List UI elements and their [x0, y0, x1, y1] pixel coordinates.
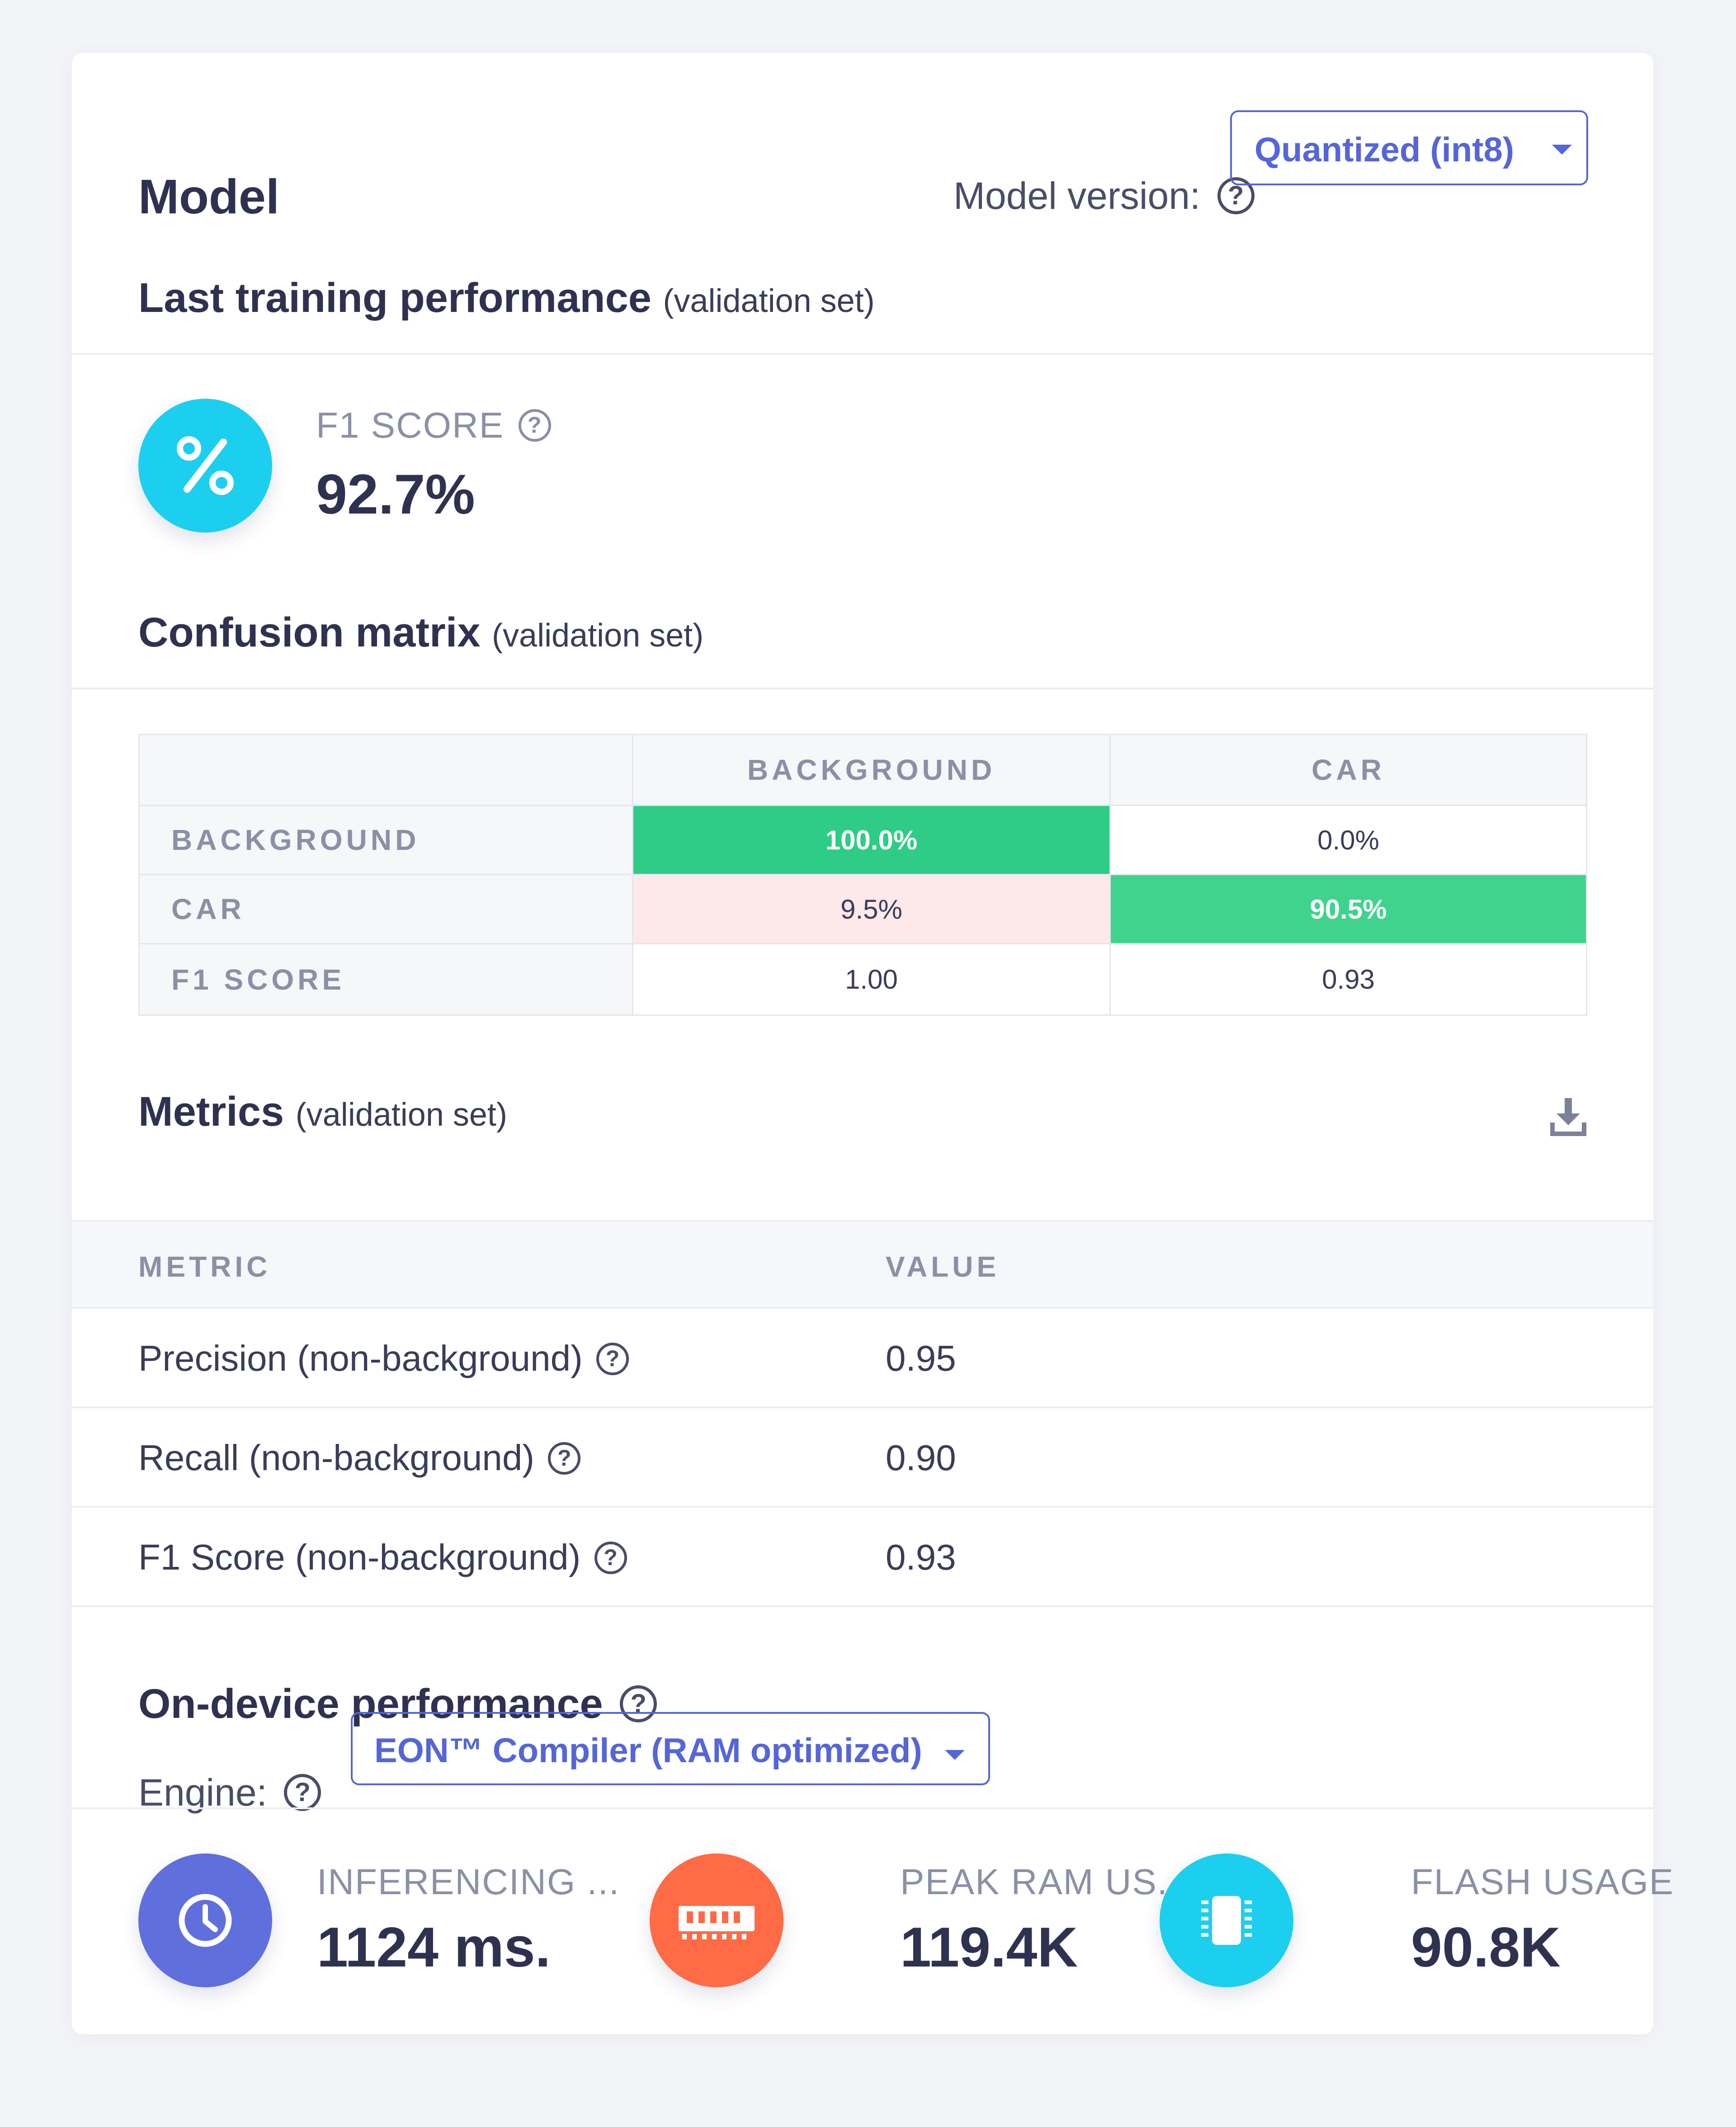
model-version-label-text: Model version: — [953, 174, 1201, 217]
engine-value: EON™ Compiler (RAM optimized) — [374, 1731, 922, 1770]
confusion-title: Confusion matrix — [138, 609, 481, 656]
peak-ram-label: PEAK RAM US... — [900, 1862, 1190, 1902]
metric-name-text: F1 Score (non-background) — [138, 1537, 581, 1577]
model-version-value: Quantized (int8) — [1255, 131, 1514, 169]
metrics-table-header: METRIC VALUE — [72, 1220, 1653, 1309]
flash-usage-value: 90.8K — [1411, 1916, 1561, 1979]
help-icon[interactable]: ? — [594, 1541, 627, 1574]
confusion-cell: 9.5% — [632, 875, 1109, 943]
divider — [72, 353, 1653, 355]
confusion-col-header: BACKGROUND — [632, 735, 1109, 805]
metric-name-text: Precision (non-background) — [138, 1338, 583, 1378]
confusion-row: BACKGROUND 100.0% 0.0% — [140, 805, 1586, 874]
model-card: Model Model version: ? Quantized (int8) … — [72, 53, 1673, 2034]
confusion-cell: 90.5% — [1109, 875, 1586, 943]
metrics-row: Precision (non-background) ? 0.95 — [72, 1309, 1653, 1408]
training-subtitle: (validation set) — [663, 283, 875, 319]
metric-name: Recall (non-background) ? — [138, 1437, 581, 1479]
chevron-down-icon — [1552, 145, 1572, 155]
confusion-cell: 1.00 — [632, 944, 1109, 1014]
f1-label-text: F1 SCORE — [316, 405, 505, 445]
metric-value: 0.90 — [886, 1438, 956, 1478]
download-icon[interactable] — [1547, 1095, 1590, 1139]
model-version-label: Model version: ? — [953, 174, 1255, 218]
confusion-row-label: BACKGROUND — [140, 806, 632, 874]
confusion-subtitle: (validation set) — [492, 618, 704, 654]
clock-icon — [138, 1853, 272, 1987]
metrics-section-title: Metrics (validation set) — [138, 1088, 507, 1136]
metrics-row: Recall (non-background) ? 0.90 — [72, 1408, 1653, 1508]
metrics-col-value: VALUE — [886, 1250, 1000, 1283]
confusion-row: CAR 9.5% 90.5% — [140, 874, 1586, 943]
inferencing-time-value: 1124 ms. — [317, 1916, 551, 1979]
confusion-section-title: Confusion matrix (validation set) — [138, 609, 703, 656]
confusion-row-label: F1 SCORE — [140, 944, 632, 1014]
ram-icon — [650, 1853, 783, 1987]
ondevice-title: On-device performance — [138, 1681, 603, 1727]
page-title: Model — [138, 169, 279, 224]
help-icon[interactable]: ? — [519, 409, 552, 442]
metrics-title: Metrics — [138, 1089, 284, 1135]
metric-name-text: Recall (non-background) — [138, 1438, 535, 1478]
confusion-matrix: BACKGROUND CAR BACKGROUND 100.0% 0.0% CA… — [138, 734, 1587, 1016]
metric-value: 0.95 — [886, 1338, 956, 1378]
chevron-down-icon — [945, 1750, 965, 1760]
engine-label: Engine: ? — [138, 1771, 321, 1815]
engine-select[interactable]: EON™ Compiler (RAM optimized) — [351, 1712, 990, 1785]
confusion-cell: 0.0% — [1109, 806, 1586, 874]
help-icon[interactable]: ? — [596, 1342, 629, 1375]
confusion-header-row: BACKGROUND CAR — [140, 735, 1586, 805]
confusion-cell: 100.0% — [632, 806, 1109, 874]
model-version-select[interactable]: Quantized (int8) — [1230, 110, 1588, 185]
divider — [72, 688, 1653, 689]
engine-label-text: Engine: — [138, 1771, 267, 1814]
confusion-row-label: CAR — [140, 875, 632, 943]
metrics-col-metric: METRIC — [138, 1250, 271, 1283]
confusion-col-header: CAR — [1109, 735, 1586, 805]
metric-value: 0.93 — [886, 1537, 956, 1577]
inferencing-time-label: INFERENCING ... — [317, 1862, 620, 1902]
metric-name: Precision (non-background) ? — [138, 1338, 629, 1379]
metrics-row: F1 Score (non-background) ? 0.93 — [72, 1508, 1653, 1607]
training-section-title: Last training performance (validation se… — [138, 274, 875, 322]
divider — [72, 1807, 1653, 1809]
metric-name: F1 Score (non-background) ? — [138, 1537, 627, 1578]
flash-usage-label: FLASH USAGE — [1411, 1862, 1675, 1902]
training-title: Last training performance — [138, 275, 651, 321]
f1-score-value: 92.7% — [316, 463, 475, 526]
confusion-row: F1 SCORE 1.00 0.93 — [140, 943, 1586, 1014]
percent-icon — [138, 399, 272, 533]
confusion-cell: 0.93 — [1109, 944, 1586, 1014]
chip-icon — [1160, 1853, 1293, 1987]
f1-score-label: F1 SCORE ? — [316, 405, 552, 446]
help-icon[interactable]: ? — [284, 1773, 321, 1811]
peak-ram-value: 119.4K — [900, 1916, 1078, 1979]
help-icon[interactable]: ? — [548, 1442, 581, 1475]
confusion-corner-cell — [140, 735, 632, 805]
metrics-subtitle: (validation set) — [295, 1097, 507, 1133]
